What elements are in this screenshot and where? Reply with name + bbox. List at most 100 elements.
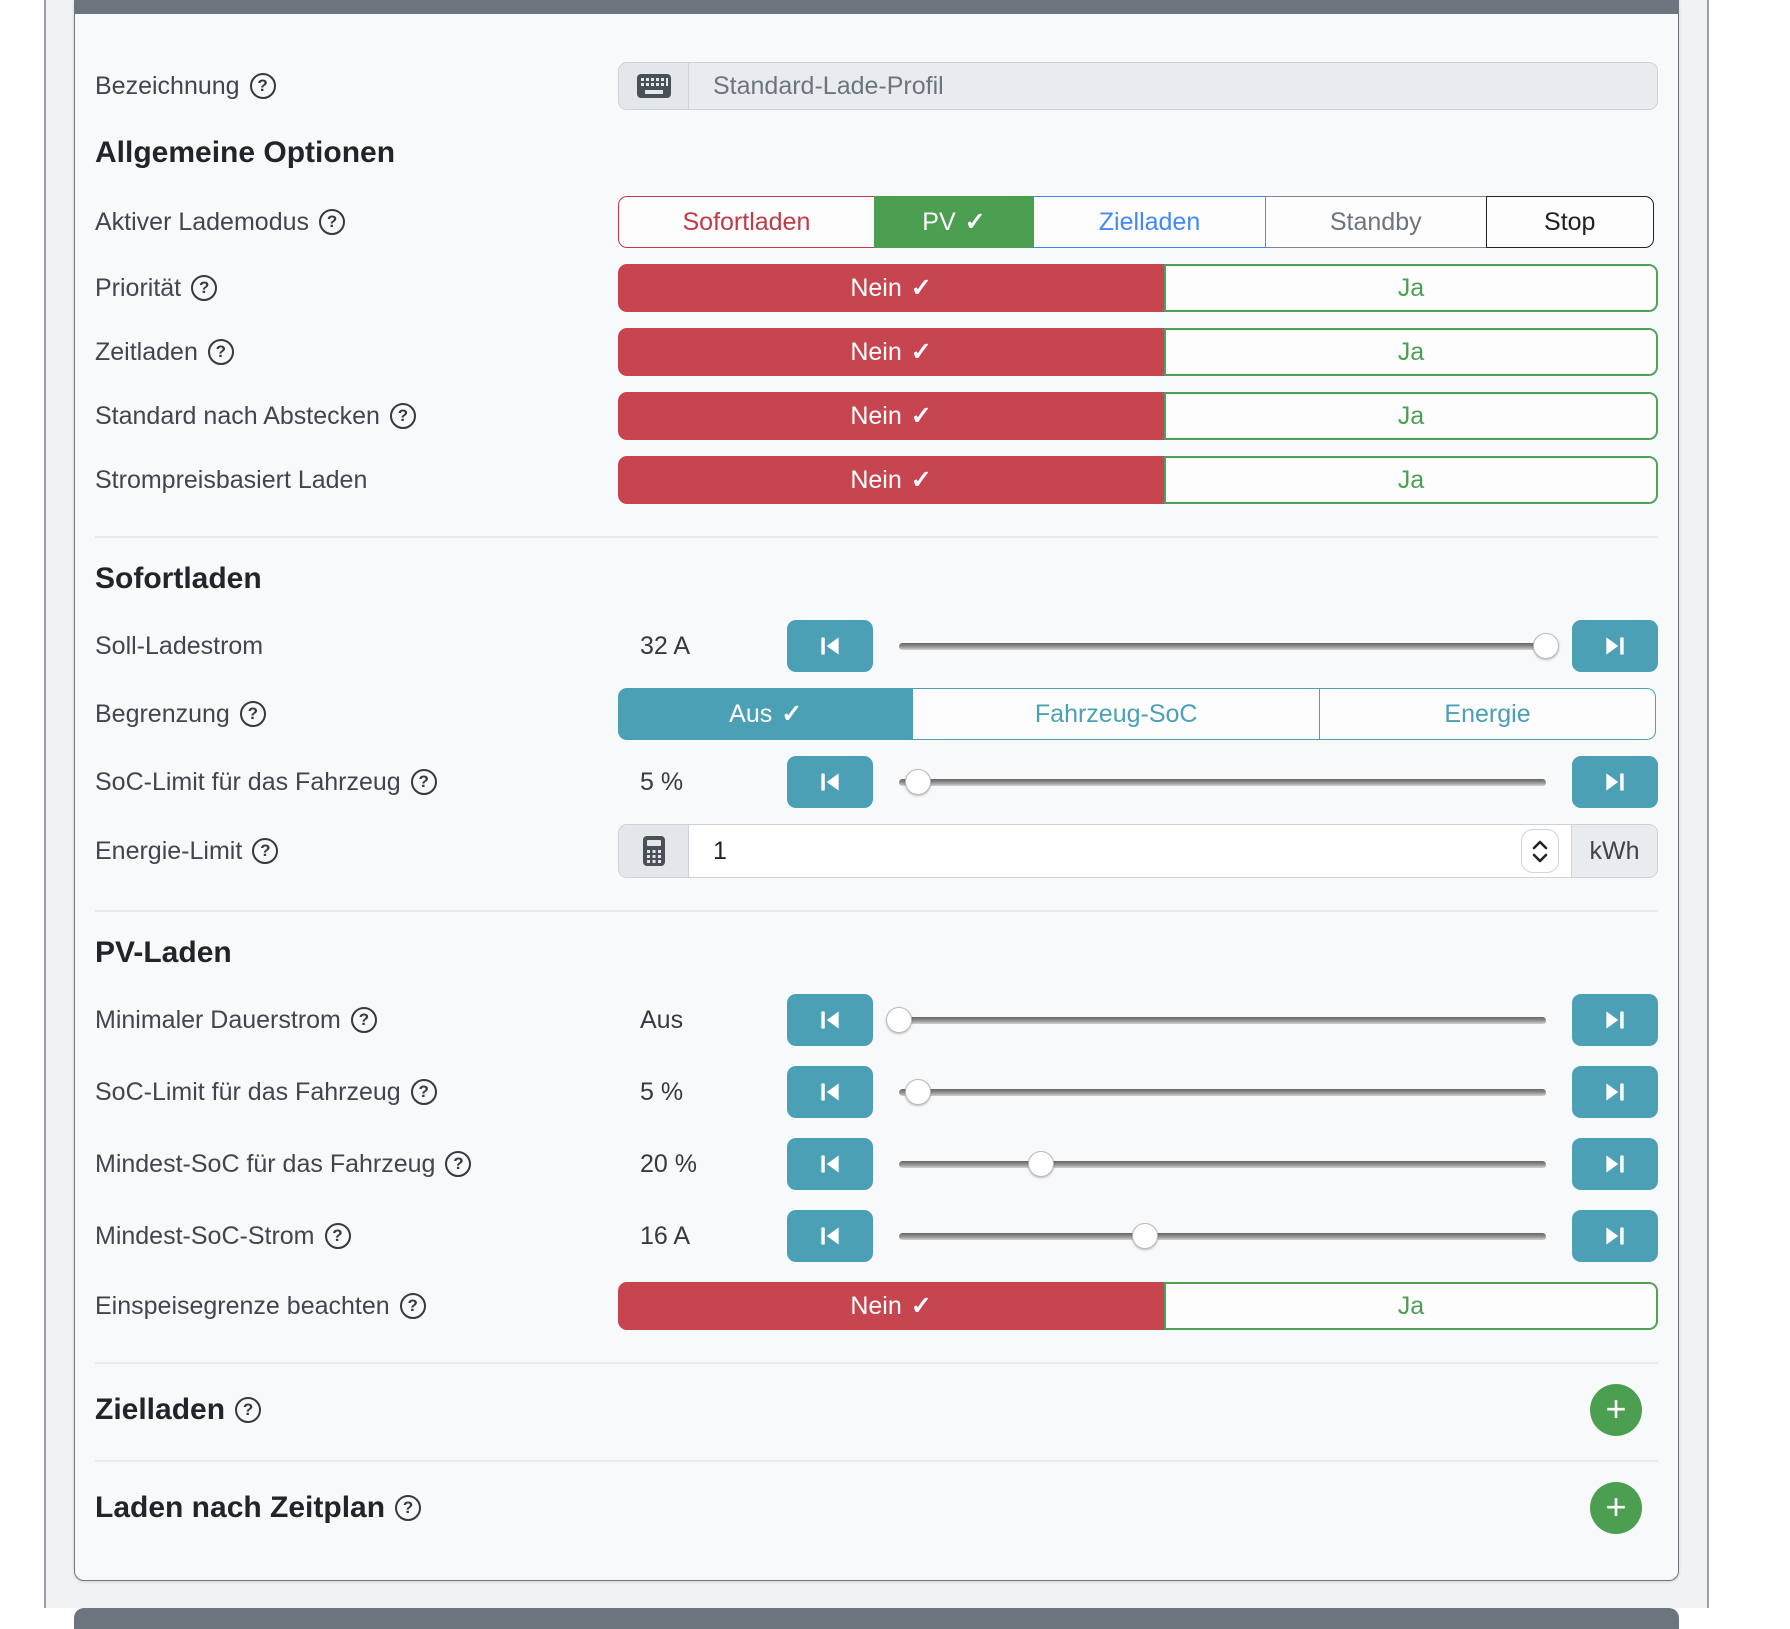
standard-nach-abstecken-toggle: Nein ✓ Ja [618, 392, 1658, 440]
slider-min-button[interactable] [787, 756, 873, 808]
pv-laden-heading: PV-Laden [95, 936, 232, 969]
mode-pv-button[interactable]: PV ✓ [873, 196, 1035, 248]
help-icon[interactable]: ? [410, 769, 437, 795]
zielladen-section-header: Zielladen ? + [95, 1384, 1658, 1436]
mode-stop-button[interactable]: Stop [1485, 196, 1654, 248]
general-options-heading: Allgemeine Optionen [95, 136, 396, 169]
strompreis-toggle: Nein ✓ Ja [618, 456, 1658, 504]
yes-button[interactable]: Ja [1164, 264, 1658, 312]
skip-end-icon [1602, 769, 1628, 795]
slider-track[interactable] [899, 769, 1546, 795]
bezeichnung-input[interactable] [689, 63, 1657, 109]
help-icon[interactable]: ? [324, 1223, 351, 1249]
help-icon[interactable]: ? [235, 1397, 262, 1423]
charge-profile-card: Bezeichnung ? Allgemeine Optionen Aktiv [74, 0, 1679, 1581]
strompreis-row: Strompreisbasiert Laden Nein ✓ Ja [95, 456, 1658, 504]
help-icon[interactable]: ? [399, 1293, 426, 1319]
skip-start-icon [817, 633, 843, 659]
slider-max-button[interactable] [1572, 1066, 1658, 1118]
no-button[interactable]: Nein ✓ [618, 1282, 1164, 1330]
yes-button[interactable]: Ja [1164, 456, 1658, 504]
slider-max-button[interactable] [1572, 756, 1658, 808]
slider-max-button[interactable] [1572, 1210, 1658, 1262]
no-button[interactable]: Nein ✓ [618, 456, 1164, 504]
help-icon[interactable]: ? [445, 1151, 472, 1177]
slider-max-button[interactable] [1572, 1138, 1658, 1190]
slider-thumb[interactable] [905, 1079, 932, 1105]
einspeisegrenze-row: Einspeisegrenze beachten ? Nein ✓ Ja [95, 1282, 1658, 1330]
skip-start-icon [817, 1223, 843, 1249]
min-dauerstrom-label: Minimaler Dauerstrom [95, 1005, 341, 1034]
soc-limit-label: SoC-Limit für das Fahrzeug [95, 767, 401, 796]
begrenzung-row: Begrenzung ? Aus ✓ Fahrzeug-SoC Energie [95, 688, 1658, 740]
mode-sofortladen-button[interactable]: Sofortladen [618, 196, 875, 248]
slider-min-button[interactable] [787, 1066, 873, 1118]
energie-limit-input-group: kWh [618, 824, 1658, 878]
mindest-soc-strom-label: Mindest-SoC-Strom [95, 1221, 315, 1250]
add-zeitplan-button[interactable]: + [1590, 1482, 1642, 1534]
skip-end-icon [1602, 1151, 1628, 1177]
skip-end-icon [1602, 633, 1628, 659]
check-icon: ✓ [964, 208, 986, 236]
mindest-soc-row: Mindest-SoC für das Fahrzeug ? 20 % [95, 1138, 1658, 1190]
begrenzung-aus-button[interactable]: Aus ✓ [618, 688, 914, 740]
begrenzung-label: Begrenzung [95, 699, 230, 728]
help-icon[interactable]: ? [410, 1079, 437, 1105]
slider-thumb[interactable] [1028, 1151, 1055, 1177]
help-icon[interactable]: ? [389, 403, 416, 429]
slider-track[interactable] [886, 1007, 1546, 1033]
help-icon[interactable]: ? [191, 275, 218, 301]
number-spinner[interactable] [1521, 829, 1559, 873]
slider-track[interactable] [899, 633, 1559, 659]
mode-zielladen-button[interactable]: Zielladen [1033, 196, 1266, 248]
energie-limit-input[interactable] [689, 825, 1521, 877]
skip-start-icon [817, 1079, 843, 1105]
skip-end-icon [1602, 1223, 1628, 1249]
lademodus-label: Aktiver Lademodus [95, 207, 310, 236]
slider-min-button[interactable] [787, 1138, 873, 1190]
add-zielladen-button[interactable]: + [1590, 1384, 1642, 1436]
mindest-soc-value: 20 % [640, 1149, 697, 1178]
einspeisegrenze-label: Einspeisegrenze beachten [95, 1291, 390, 1320]
slider-max-button[interactable] [1572, 994, 1658, 1046]
help-icon[interactable]: ? [249, 73, 276, 99]
slider-min-button[interactable] [787, 620, 873, 672]
no-button[interactable]: Nein ✓ [618, 392, 1164, 440]
mode-standby-button[interactable]: Standby [1264, 196, 1487, 248]
skip-end-icon [1602, 1079, 1628, 1105]
slider-track[interactable] [899, 1223, 1546, 1249]
slider-max-button[interactable] [1572, 620, 1658, 672]
slider-track[interactable] [899, 1079, 1546, 1105]
soc-limit-row: SoC-Limit für das Fahrzeug ? 5 % [95, 756, 1658, 808]
slider-thumb[interactable] [1131, 1223, 1158, 1249]
no-button[interactable]: Nein ✓ [618, 328, 1164, 376]
settings-panel: Bezeichnung ? Allgemeine Optionen Aktiv [44, 0, 1709, 1629]
section-divider [95, 1362, 1658, 1364]
plus-icon: + [1605, 1485, 1627, 1527]
help-icon[interactable]: ? [319, 209, 346, 235]
begrenzung-fahrzeug-soc-button[interactable]: Fahrzeug-SoC [912, 688, 1321, 740]
zielladen-heading: Zielladen ? [95, 1393, 262, 1427]
help-icon[interactable]: ? [207, 339, 234, 365]
slider-thumb[interactable] [886, 1007, 912, 1033]
help-icon[interactable]: ? [252, 838, 279, 864]
begrenzung-energie-button[interactable]: Energie [1319, 688, 1656, 740]
strompreis-label: Strompreisbasiert Laden [95, 465, 368, 494]
zeitplan-heading: Laden nach Zeitplan ? [95, 1491, 422, 1525]
slider-track[interactable] [899, 1151, 1546, 1177]
section-divider [95, 536, 1658, 538]
no-button[interactable]: Nein ✓ [618, 264, 1164, 312]
help-icon[interactable]: ? [395, 1495, 422, 1521]
yes-button[interactable]: Ja [1164, 392, 1658, 440]
slider-thumb[interactable] [905, 769, 932, 795]
einspeisegrenze-toggle: Nein ✓ Ja [618, 1282, 1658, 1330]
slider-thumb[interactable] [1533, 633, 1559, 659]
slider-min-button[interactable] [787, 994, 873, 1046]
yes-button[interactable]: Ja [1164, 328, 1658, 376]
slider-min-button[interactable] [787, 1210, 873, 1262]
keyboard-icon [619, 63, 689, 109]
yes-button[interactable]: Ja [1164, 1282, 1658, 1330]
section-divider [95, 910, 1658, 912]
help-icon[interactable]: ? [350, 1007, 377, 1033]
help-icon[interactable]: ? [239, 701, 266, 727]
